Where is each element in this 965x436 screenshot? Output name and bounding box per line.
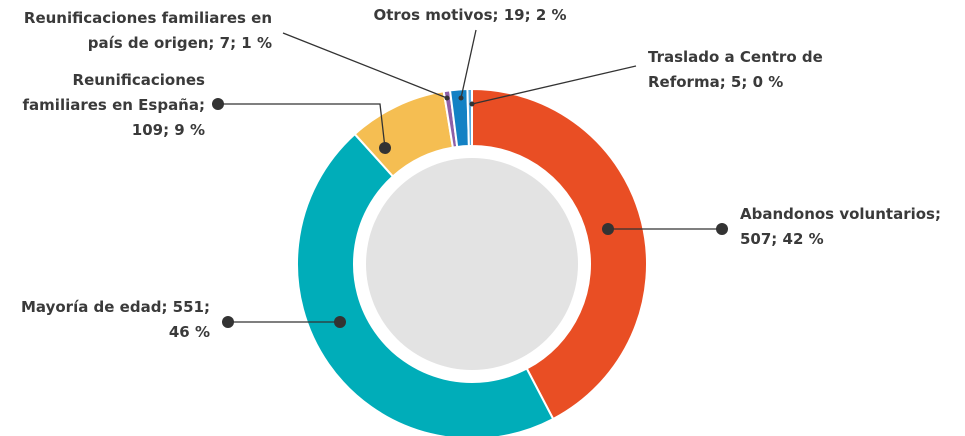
donut-slice xyxy=(296,132,555,436)
leader-line xyxy=(218,103,386,149)
leader-line xyxy=(282,32,448,99)
leader-line xyxy=(460,29,477,99)
data-label: Reunificaciones familiares en país de or… xyxy=(23,9,272,52)
donut-slice xyxy=(471,87,648,421)
data-label: Abandonos voluntarios; 507; 42 % xyxy=(740,205,941,248)
data-label: Mayoría de edad; 551; 46 % xyxy=(21,298,210,341)
leader-dot xyxy=(222,316,234,328)
center-disc xyxy=(366,158,578,370)
leader-dot xyxy=(444,95,450,101)
leader-dot xyxy=(716,223,728,235)
donut-slice xyxy=(466,87,473,148)
leader-dot xyxy=(602,223,614,235)
data-label: Traslado a Centro de Reforma; 5; 0 % xyxy=(648,48,823,91)
leader-dot xyxy=(469,101,475,107)
leader-dot xyxy=(458,95,464,101)
leader-dot xyxy=(212,98,224,110)
leader-dot xyxy=(379,142,391,154)
data-label: Otros motivos; 19; 2 % xyxy=(373,6,567,24)
leader-dot xyxy=(334,316,346,328)
leader-line xyxy=(471,65,637,105)
data-label: Reunificaciones familiares en España; 10… xyxy=(22,71,205,139)
